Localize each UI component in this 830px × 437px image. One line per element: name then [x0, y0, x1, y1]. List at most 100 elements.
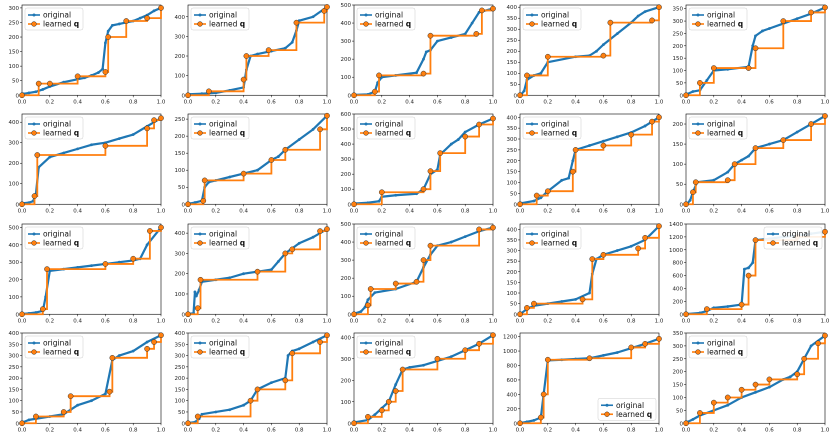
learned-q-point	[692, 179, 699, 186]
learned-q-point	[642, 340, 648, 347]
original-point	[615, 350, 619, 354]
original-point	[571, 159, 575, 163]
y-tick-label: 200	[507, 49, 518, 55]
x-tick-label: 0.6	[599, 318, 608, 324]
learned-q-point	[399, 366, 406, 373]
legend-learned-label: learned q	[707, 347, 743, 356]
y-tick-label: 150	[9, 50, 20, 56]
x-tick-label: 1.0	[323, 318, 332, 324]
learned-q-point	[822, 4, 828, 11]
learned-q-point	[745, 272, 752, 278]
subplot-2: 0.0 0.2 0.4 0.6 0.8 1.0 0 100 200 300 400 originall…	[175, 4, 332, 105]
x-tick-label: 0.0	[516, 99, 525, 105]
original-point	[373, 413, 377, 416]
x-tick-label: 1.0	[489, 209, 498, 215]
x-tick-label: 0.2	[709, 318, 718, 324]
learned-q-point	[628, 344, 635, 351]
learned-q-step-line	[188, 335, 328, 424]
y-tick-label: 50	[676, 182, 683, 188]
y-tick-label: 200	[175, 376, 186, 382]
learned-q-point	[420, 256, 427, 263]
subplot-10: 0.0 0.2 0.4 0.6 0.8 1.0 0 50 100 150 200 originalle…	[673, 113, 830, 215]
learned-q-point	[240, 170, 247, 177]
original-point	[290, 40, 294, 44]
legend-learned-label: learned q	[541, 129, 577, 138]
learned-q-point	[265, 47, 272, 53]
legend-learned-label: learned q	[209, 238, 245, 247]
learned-q-point	[378, 189, 385, 196]
x-tick-label: 0.0	[516, 318, 525, 324]
legend-learned-label: learned q	[43, 347, 79, 356]
learned-q-point	[683, 201, 689, 208]
x-tick-label: 1.0	[821, 209, 830, 215]
original-point	[422, 363, 425, 367]
original-series-line	[520, 224, 660, 314]
original-point	[761, 29, 764, 33]
original-point	[795, 130, 799, 134]
y-tick-label: 0	[182, 421, 186, 427]
x-tick-label: 0.4	[239, 427, 248, 433]
learned-q-point	[473, 31, 480, 37]
y-tick-label: 300	[341, 39, 352, 45]
learned-q-point	[44, 265, 50, 272]
original-point	[560, 179, 564, 182]
learned-q-point	[434, 355, 441, 362]
original-point	[754, 390, 757, 394]
x-tick-label: 0.4	[571, 318, 580, 324]
x-tick-label: 0.0	[350, 427, 359, 433]
learned-q-point	[801, 355, 807, 362]
original-point	[726, 403, 730, 407]
x-tick-label: 0.6	[433, 318, 442, 324]
legend-original-label: original	[375, 229, 403, 238]
learned-q-point	[109, 354, 116, 361]
y-tick-label: 0	[16, 312, 20, 318]
x-tick-label: 1.0	[821, 427, 830, 433]
original-point	[193, 290, 197, 293]
learned-q-point	[697, 409, 703, 416]
x-tick-label: 0.6	[267, 99, 276, 105]
y-tick-label: 50	[510, 301, 517, 307]
original-point	[567, 177, 571, 180]
original-point	[228, 175, 232, 179]
original-point	[256, 52, 259, 56]
legend-original-label: original	[707, 11, 735, 20]
x-tick-label: 0.8	[295, 427, 304, 433]
legend-original-marker	[32, 122, 36, 126]
x-tick-label: 1.0	[655, 209, 664, 215]
subplot-15: 0.0 0.2 0.4 0.6 0.8 1.0 0 200 400 600 800 1000 1200 1…	[669, 222, 830, 324]
x-tick-label: 0.6	[101, 99, 110, 105]
y-tick-label: 100	[175, 74, 186, 80]
learned-q-point	[19, 201, 25, 208]
x-tick-label: 0.2	[211, 318, 220, 324]
original-point	[560, 299, 564, 303]
learned-q-point	[102, 69, 109, 75]
y-tick-label: 400	[341, 21, 352, 27]
learned-q-point	[538, 414, 544, 421]
learned-q-point	[517, 201, 523, 208]
y-tick-label: 300	[9, 141, 20, 147]
original-point	[311, 340, 315, 344]
legend-learned-label: learned q	[209, 347, 245, 356]
y-tick-label: 300	[507, 248, 518, 254]
learned-q-point	[282, 250, 289, 256]
legend-learned-label: learned q	[782, 238, 818, 247]
x-tick-label: 0.8	[793, 318, 802, 324]
learned-q-point	[738, 301, 745, 307]
y-tick-label: 350	[507, 16, 518, 22]
learned-q-point	[544, 356, 551, 363]
original-point	[97, 71, 100, 74]
x-tick-label: 0.8	[627, 427, 636, 433]
y-tick-label: 400	[9, 331, 20, 337]
legend-learned-marker	[197, 130, 203, 136]
learned-q-point	[102, 260, 109, 267]
x-tick-label: 0.6	[765, 99, 774, 105]
learned-q-point	[600, 251, 607, 258]
y-tick-label: 350	[9, 342, 20, 348]
x-tick-label: 0.4	[737, 427, 746, 433]
original-point	[705, 79, 709, 82]
y-tick-label: 100	[175, 168, 186, 174]
y-tick-label: 0	[16, 93, 20, 99]
learned-q-point	[365, 413, 371, 420]
